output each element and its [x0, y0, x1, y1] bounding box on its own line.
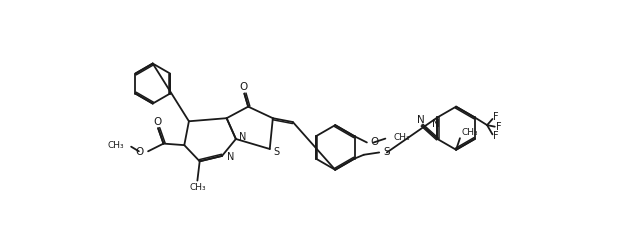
Text: CH₃: CH₃: [189, 183, 206, 192]
Text: O: O: [370, 137, 378, 147]
Text: O: O: [135, 147, 143, 157]
Text: S: S: [383, 147, 390, 157]
Text: F: F: [496, 122, 502, 132]
Text: O: O: [239, 82, 248, 92]
Text: CH₃: CH₃: [393, 133, 410, 142]
Text: O: O: [153, 117, 161, 127]
Text: CH₃: CH₃: [108, 142, 124, 150]
Text: F: F: [493, 131, 499, 141]
Text: F: F: [493, 112, 499, 123]
Text: N: N: [227, 152, 234, 162]
Text: N: N: [239, 132, 247, 142]
Text: S: S: [274, 147, 280, 157]
Text: CH₃: CH₃: [462, 127, 478, 137]
Text: N: N: [417, 115, 425, 125]
Text: N: N: [432, 119, 440, 129]
